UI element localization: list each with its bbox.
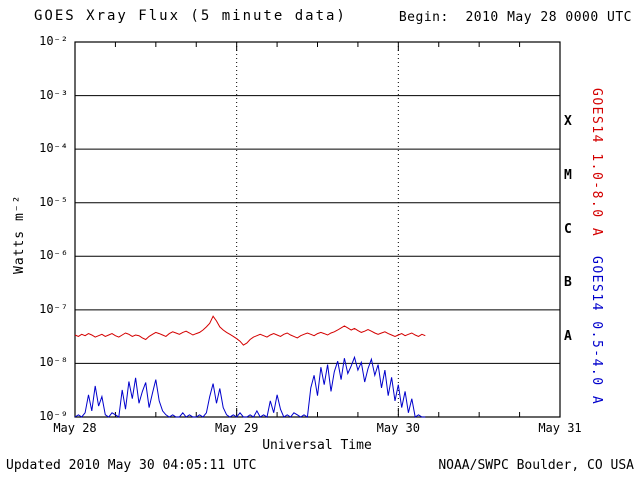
y-tick-label: 10⁻⁷ — [39, 301, 68, 316]
flux-class-letter: A — [564, 328, 572, 344]
flux-class-letter: X — [564, 114, 572, 130]
flux-line-long-channel — [74, 315, 426, 346]
updated-timestamp-label: Updated 2010 May 30 04:05:11 UTC — [6, 458, 257, 473]
series-label-goes14-long: GOES14 1.0-8.0 A — [589, 88, 604, 238]
y-tick-label: 10⁻³ — [39, 87, 68, 102]
x-tick-label: May 31 — [538, 421, 582, 435]
begin-timestamp-label: Begin: 2010 May 28 0000 UTC — [398, 10, 632, 25]
y-tick-label: 10⁻⁶ — [39, 248, 68, 263]
flux-line-short-channel — [74, 355, 426, 418]
y-tick-label: 10⁻² — [39, 34, 68, 48]
y-tick-label: 10⁻⁹ — [39, 409, 68, 423]
series-label-goes14-short: GOES14 0.5-4.0 A — [589, 256, 604, 406]
credit-label: NOAA/SWPC Boulder, CO USA — [438, 458, 634, 473]
x-axis-title: Universal Time — [262, 438, 372, 453]
x-tick-label: May 28 — [53, 421, 97, 435]
y-tick-label: 10⁻⁴ — [39, 141, 68, 156]
x-tick-label: May 30 — [376, 421, 420, 435]
flux-class-letter: B — [564, 275, 572, 291]
chart-title: GOES Xray Flux (5 minute data) — [34, 8, 347, 24]
flux-class-letter: M — [564, 167, 572, 183]
x-tick-label: May 29 — [214, 421, 259, 435]
plot-border — [74, 41, 561, 418]
y-tick-label: 10⁻⁸ — [39, 355, 68, 370]
flux-class-letter: C — [564, 221, 572, 237]
y-tick-label: 10⁻⁵ — [39, 194, 68, 209]
